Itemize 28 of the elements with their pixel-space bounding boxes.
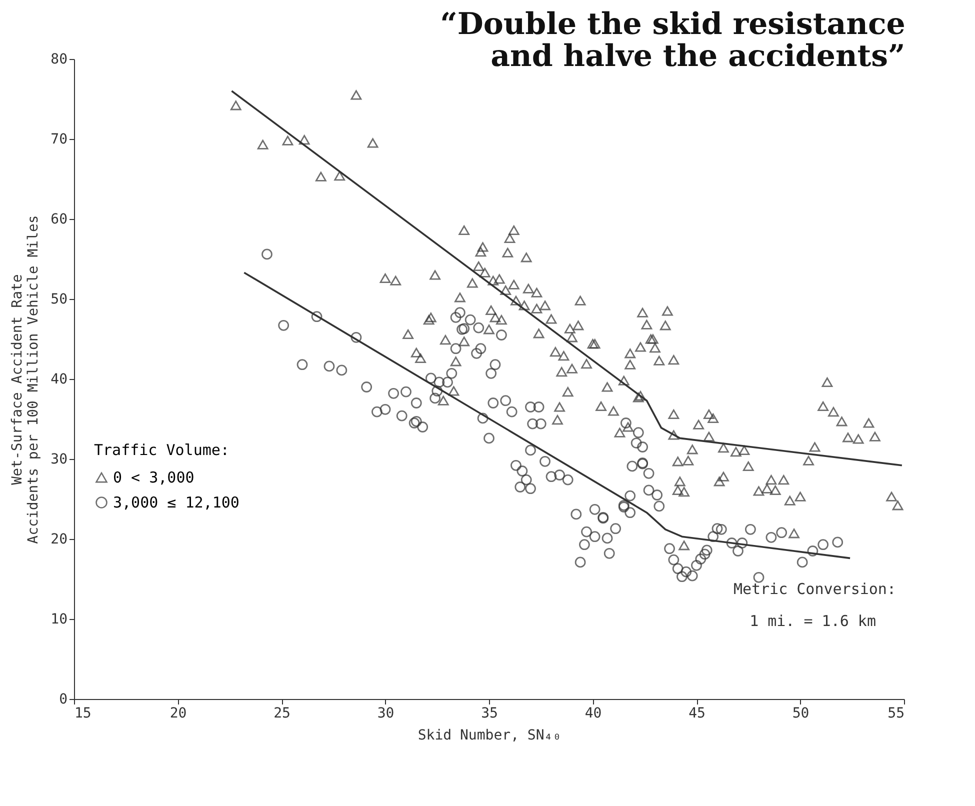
y-tick-label: 50 <box>50 292 68 308</box>
y-tick-label: 30 <box>50 452 68 468</box>
x-tick-label: 20 <box>170 706 187 722</box>
line-series <box>243 272 851 560</box>
x-tick-label: 30 <box>377 706 394 722</box>
annotation: Metric Conversion: <box>733 580 896 598</box>
y-axis-title: Wet-Surface Accident Rate Accidents per 100 Million Vehicle Miles <box>10 215 42 544</box>
legend-label: 0 < 3,000 <box>113 468 194 486</box>
x-tick-label: 55 <box>888 706 904 722</box>
x-tick-label: 15 <box>74 706 92 722</box>
x-tick-label: 45 <box>688 706 706 722</box>
chart-title: “Double the skid resistance and halve the accidents” <box>440 7 906 74</box>
y-tick-label: 60 <box>50 212 68 228</box>
x-tick-label: 40 <box>584 706 602 722</box>
x-tick-label: 35 <box>481 706 498 722</box>
y-tick-label: 10 <box>50 612 68 628</box>
annotation: 1 mi. = 1.6 km <box>750 612 876 630</box>
x-tick-label: 50 <box>792 706 810 722</box>
legend-title: Traffic Volume: <box>94 441 230 459</box>
legend-label: 3,000 ≤ 12,100 <box>113 494 240 512</box>
y-tick-label: 40 <box>50 372 68 388</box>
y-tick-label: 70 <box>50 132 68 148</box>
x-axis-title: Skid Number, SN₄₀ <box>418 728 562 744</box>
y-tick-label: 20 <box>50 532 68 548</box>
x-tick-label: 25 <box>274 706 290 722</box>
y-tick-label: 0 <box>59 692 68 708</box>
y-tick-label: 80 <box>50 52 68 68</box>
line-series <box>230 90 903 466</box>
